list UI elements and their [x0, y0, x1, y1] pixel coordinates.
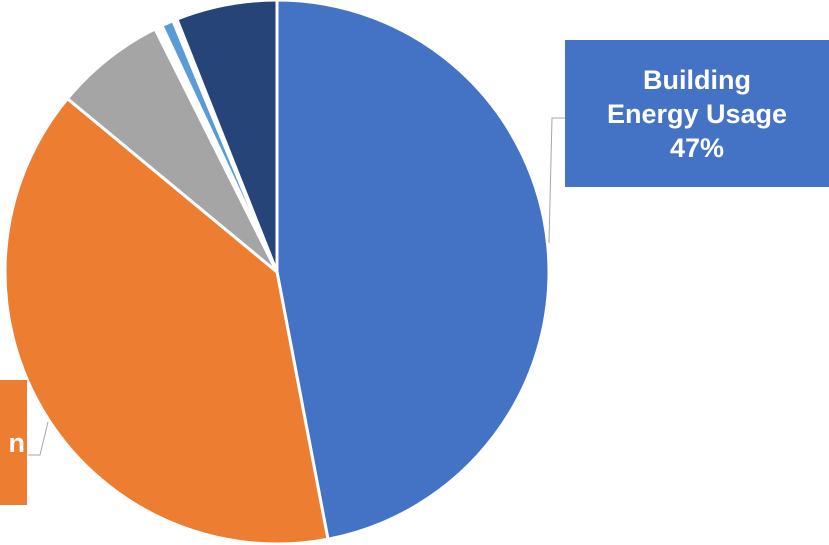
pie-slice-7	[175, 0, 279, 274]
pie-slice-1	[275, 0, 551, 541]
pie-slice-2	[3, 97, 330, 545]
pie-slice-3	[65, 27, 279, 274]
leader-line-building	[548, 117, 565, 244]
leader-line-orange	[28, 421, 49, 456]
data-label-building-energy-usage: Building Energy Usage 47%	[565, 40, 829, 187]
data-label-orange-slice: n	[0, 380, 27, 505]
